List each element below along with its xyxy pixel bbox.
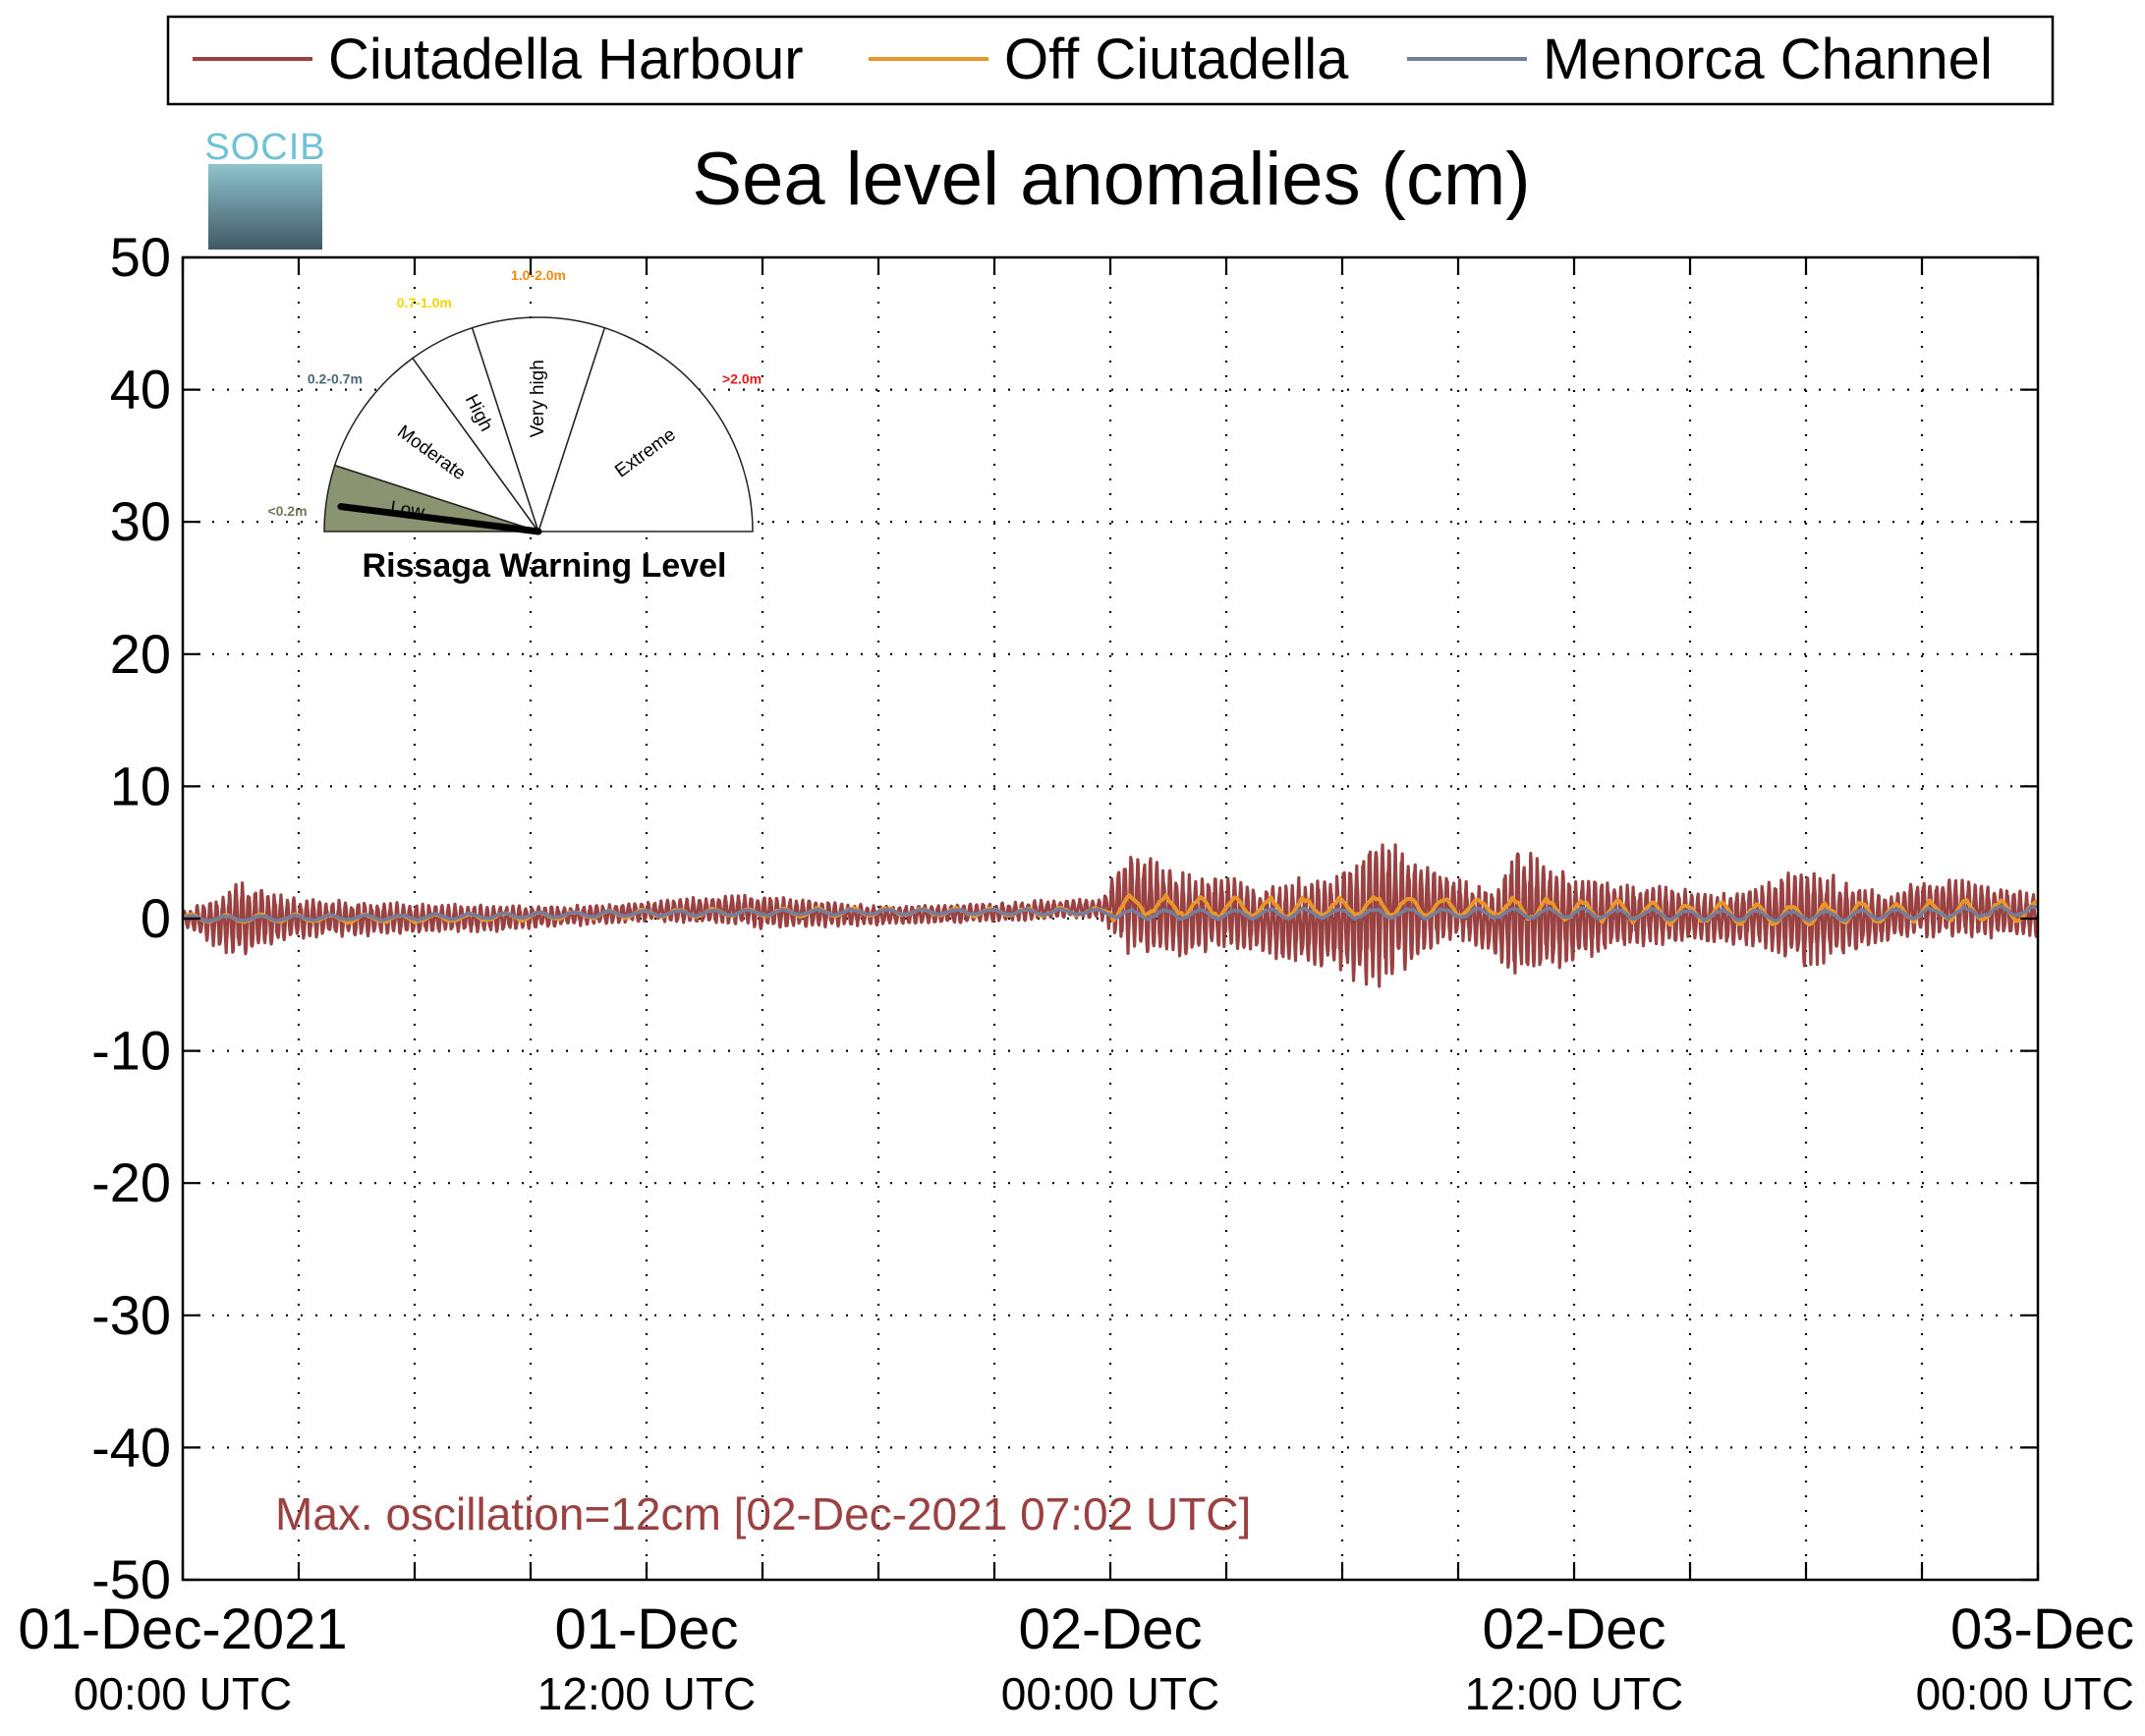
- socib-logo-text: SOCIB: [204, 127, 325, 168]
- gauge-range-label: 1.0-2.0m: [511, 267, 566, 283]
- gauge-sector-extreme: [536, 326, 754, 532]
- gauge-range-label: 0.7-1.0m: [397, 295, 452, 310]
- y-tick-label: 20: [110, 623, 171, 685]
- legend-box: [166, 15, 2055, 106]
- x-tick-date-label: 02-Dec: [1019, 1597, 1203, 1661]
- x-tick-time-label: 00:00 UTC: [1916, 1668, 2134, 1719]
- x-tick-time-label: 00:00 UTC: [1001, 1668, 1219, 1719]
- socib-logo-mark: [208, 164, 322, 250]
- legend-label: Off Ciutadella: [1004, 28, 1349, 91]
- y-tick-label: 50: [110, 226, 171, 288]
- legend-label: Menorca Channel: [1543, 28, 1993, 91]
- gauge-sector-very-high: [471, 316, 606, 534]
- chart-title: Sea level anomalies (cm): [692, 138, 1530, 221]
- socib-logo: SOCIB: [204, 127, 325, 250]
- legend-item: Menorca Channel: [1407, 28, 1993, 91]
- y-tick-label: 0: [141, 887, 171, 949]
- gauge-range-label: >2.0m: [722, 371, 762, 387]
- x-tick-time-label: 12:00 UTC: [1465, 1668, 1683, 1719]
- gauge-range-label: 0.2-0.7m: [308, 371, 363, 387]
- legend-item: Ciutadella Harbour: [193, 28, 804, 91]
- x-tick-date-label: 02-Dec: [1483, 1597, 1666, 1661]
- gauge-sector-moderate: [333, 357, 540, 533]
- y-tick-label: -40: [91, 1416, 171, 1478]
- rissaga-warning-gauge: Low<0.2mModerate0.2-0.7mHigh0.7-1.0mVery…: [267, 267, 762, 585]
- y-tick-label: -20: [91, 1151, 171, 1213]
- y-tick-label: 30: [110, 490, 171, 552]
- x-tick-time-label: 00:00 UTC: [74, 1668, 292, 1719]
- gauge-title: Rissaga Warning Level: [363, 547, 727, 585]
- x-tick-time-label: 12:00 UTC: [537, 1668, 756, 1719]
- y-tick-label: 10: [110, 755, 171, 816]
- x-tick-date-label: 01-Dec: [555, 1597, 739, 1661]
- gauge-sector-label: Very high: [528, 360, 548, 437]
- max-oscillation-annotation: Max. oscillation=12cm [02-Dec-2021 07:02…: [275, 1488, 1251, 1540]
- legend-label: Ciutadella Harbour: [328, 28, 804, 91]
- series-line-menorca-channel: [183, 904, 2038, 924]
- x-tick-date-label: 03-Dec: [1950, 1597, 2134, 1661]
- y-tick-label: -30: [91, 1284, 171, 1346]
- y-tick-label: -50: [91, 1548, 171, 1610]
- y-tick-label: -10: [91, 1020, 171, 1082]
- gauge-needle: [337, 503, 542, 535]
- legend-item: Off Ciutadella: [869, 28, 1349, 91]
- chart-legend: Ciutadella Harbour Off Ciutadella Menorca …: [166, 15, 2055, 106]
- gauge-range-label: <0.2m: [267, 503, 307, 519]
- x-tick-date-label: 01-Dec-2021: [18, 1597, 347, 1661]
- y-tick-label: 40: [110, 359, 171, 420]
